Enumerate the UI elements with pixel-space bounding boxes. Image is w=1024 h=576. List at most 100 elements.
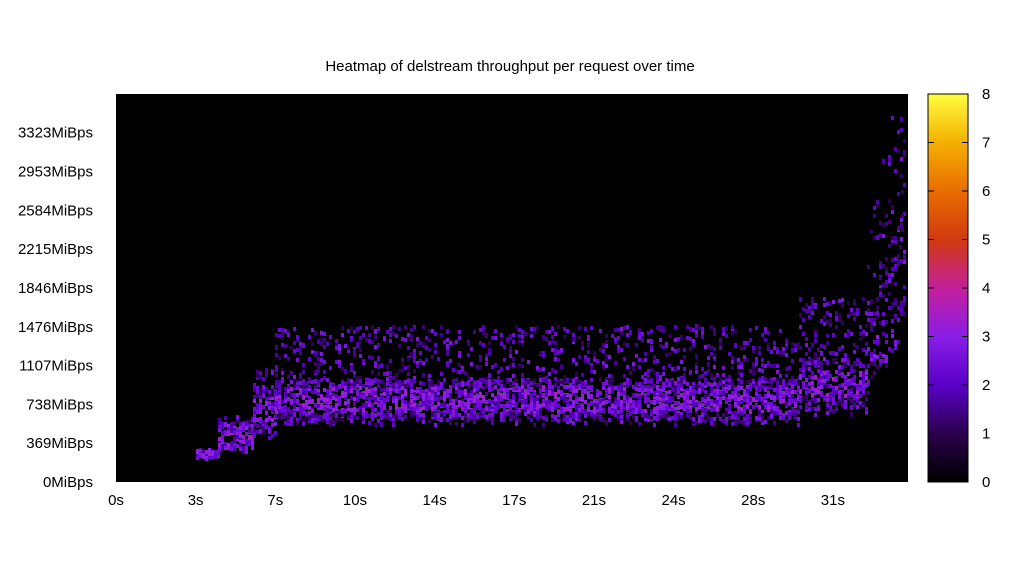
heatmap-cell (290, 387, 293, 391)
heatmap-cell (891, 349, 894, 353)
heatmap-cell (268, 436, 271, 440)
colorbar-tick-label: 8 (982, 86, 990, 103)
heatmap-cell (362, 417, 365, 421)
heatmap-cell (284, 392, 287, 396)
heatmap-cell (302, 344, 305, 348)
heatmap-cell (677, 381, 680, 385)
heatmap-cell (386, 414, 389, 418)
heatmap-cell (701, 417, 704, 421)
heatmap-cell (290, 418, 293, 422)
heatmap-cell (734, 390, 737, 394)
heatmap-cell (820, 361, 823, 365)
heatmap-cell (296, 338, 299, 342)
heatmap-cell (431, 413, 434, 417)
heatmap-cell (743, 421, 746, 425)
heatmap-cell (569, 388, 572, 392)
heatmap-cell (650, 389, 653, 393)
heatmap-cell (265, 387, 268, 391)
heatmap-cell (329, 423, 332, 427)
heatmap-cell (419, 391, 422, 395)
heatmap-cell (479, 355, 482, 359)
heatmap-cell (256, 390, 259, 394)
heatmap-cell (737, 358, 740, 362)
heatmap-cell (695, 407, 698, 411)
heatmap-cell (350, 338, 353, 342)
heatmap-cell (776, 370, 779, 374)
heatmap-cell (811, 386, 814, 390)
heatmap-cell (701, 327, 704, 331)
heatmap-cell (497, 405, 500, 409)
heatmap-cell (236, 435, 239, 439)
heatmap-cell (779, 410, 782, 414)
heatmap-cell (716, 414, 719, 418)
heatmap-cell (515, 379, 518, 383)
heatmap-cell (305, 392, 308, 396)
heatmap-cell (265, 368, 268, 372)
heatmap-cell (491, 387, 494, 391)
heatmap-cell (509, 334, 512, 338)
heatmap-cell (737, 362, 740, 366)
heatmap-cell (323, 407, 326, 411)
heatmap-cell (359, 379, 362, 383)
heatmap-cell (719, 401, 722, 405)
heatmap-cell (647, 331, 650, 335)
heatmap-cell (305, 388, 308, 392)
heatmap-cell (876, 311, 879, 315)
heatmap-cell (701, 374, 704, 378)
heatmap-cell (897, 130, 900, 134)
heatmap-cell (416, 361, 419, 365)
heatmap-cell (374, 398, 377, 402)
heatmap-cell (814, 333, 817, 337)
heatmap-cell (725, 378, 728, 382)
heatmap-cell (776, 364, 779, 368)
heatmap-cell (428, 381, 431, 385)
heatmap-cell (853, 403, 856, 407)
heatmap-cell (314, 403, 317, 407)
heatmap-cell (656, 414, 659, 418)
heatmap-cell (401, 363, 404, 367)
heatmap-cell (737, 419, 740, 423)
heatmap-cell (758, 397, 761, 401)
heatmap-cell (725, 408, 728, 412)
heatmap-cell (344, 386, 347, 390)
heatmap-cell (767, 347, 770, 351)
heatmap-cell (380, 410, 383, 414)
heatmap-cell (692, 403, 695, 407)
heatmap-cell (823, 395, 826, 399)
heatmap-cell (428, 400, 431, 404)
heatmap-cell (536, 366, 539, 370)
heatmap-cell (218, 422, 221, 426)
heatmap-cell (814, 407, 817, 411)
heatmap-cell (632, 366, 635, 370)
heatmap-cell (707, 416, 710, 420)
heatmap-cell (788, 388, 791, 392)
heatmap-cell (341, 413, 344, 417)
heatmap-cell (584, 409, 587, 413)
heatmap-cell (341, 367, 344, 371)
heatmap-cell (479, 394, 482, 398)
heatmap-cell (710, 383, 713, 387)
heatmap-cell (814, 355, 817, 359)
heatmap-cell (704, 371, 707, 375)
heatmap-cell (566, 404, 569, 408)
heatmap-cell (479, 403, 482, 407)
heatmap-cell (680, 379, 683, 383)
heatmap-cell (665, 406, 668, 410)
heatmap-cell (680, 412, 683, 416)
heatmap-cell (779, 416, 782, 420)
heatmap-cell (410, 399, 413, 403)
heatmap-cell (680, 335, 683, 339)
heatmap-cell (512, 333, 515, 337)
heatmap-cell (811, 301, 814, 305)
heatmap-cell (566, 393, 569, 397)
heatmap-cell (641, 391, 644, 395)
heatmap-cell (695, 365, 698, 369)
heatmap-cell (847, 390, 850, 394)
heatmap-cell (674, 414, 677, 418)
y-tick-label: 3323MiBps (18, 125, 93, 142)
heatmap-cell (494, 385, 497, 389)
heatmap-cell (659, 338, 662, 342)
heatmap-cell (323, 370, 326, 374)
heatmap-cell (392, 396, 395, 400)
heatmap-cell (395, 373, 398, 377)
